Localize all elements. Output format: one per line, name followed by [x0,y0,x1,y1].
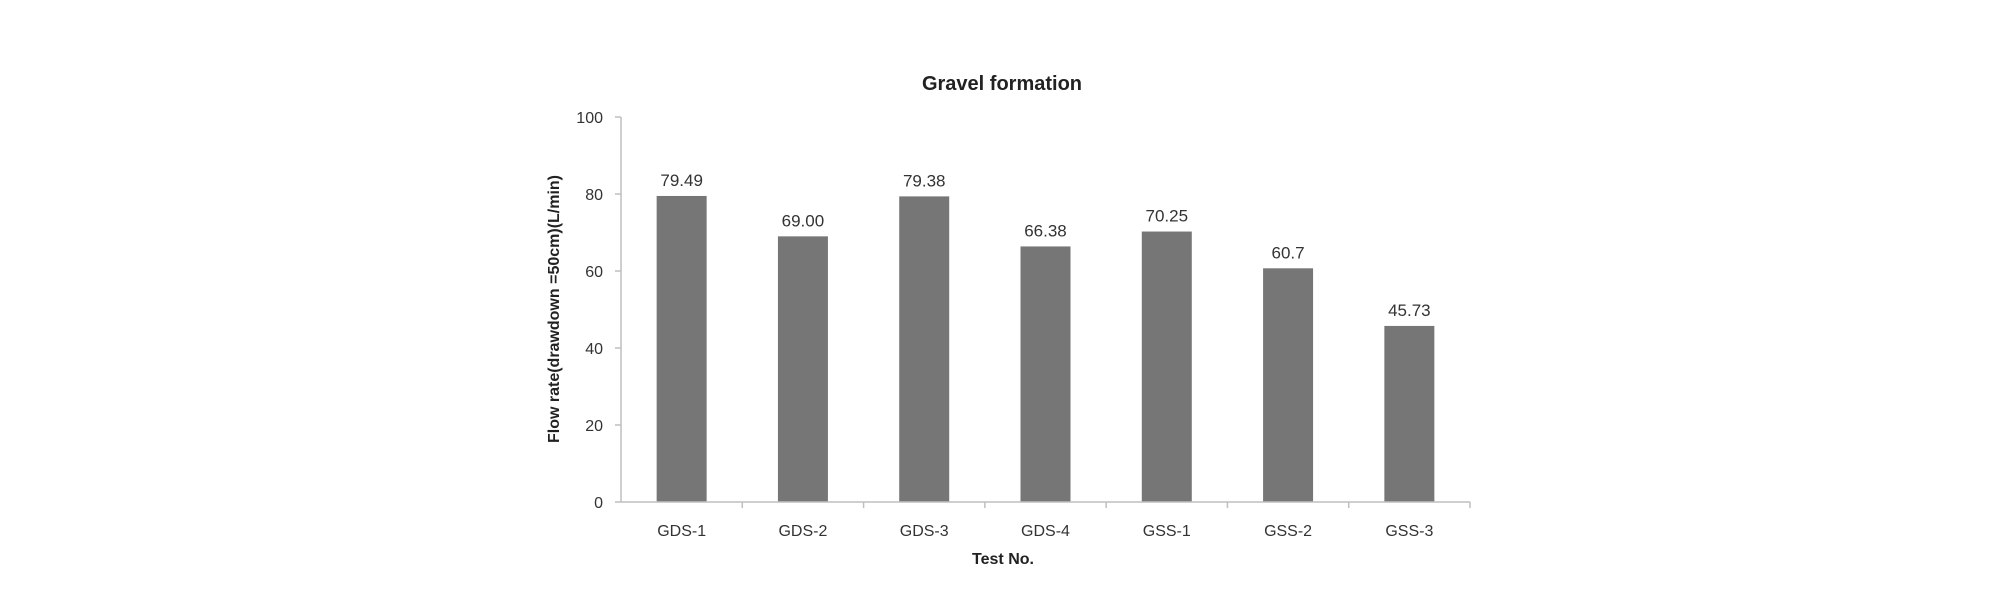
bar-gss-1 [1141,231,1192,502]
y-tick-label: 100 [576,110,603,127]
data-label-gss-2: 60.7 [1272,243,1305,262]
y-axis-title: Flow rate(drawdown =50cm)(L/min) [546,175,563,443]
data-label-gss-3: 45.73 [1388,301,1431,320]
x-tick-label-gss-1: GSS-1 [1143,523,1191,540]
y-axis-ticks: 0 20 40 60 80 100 [576,110,621,512]
x-axis-title: Test No. [972,551,1034,568]
data-label-gss-1: 70.25 [1146,207,1189,226]
bar-gds-2 [777,236,828,502]
x-tick-label-gds-4: GDS-4 [1021,523,1070,540]
data-label-gds-1: 79.49 [660,171,703,190]
y-tick-label: 80 [585,187,603,204]
x-axis-ticks: GDS-1 GDS-2 GDS-3 GDS-4 GSS-1 GSS-2 GSS-3 [657,502,1471,540]
y-tick-label: 20 [585,418,603,435]
data-label-gds-2: 69.00 [782,211,825,230]
data-label-gds-4: 66.38 [1024,221,1067,240]
bar-gds-3 [899,196,950,502]
x-tick-label-gds-2: GDS-2 [778,523,827,540]
y-tick-label: 0 [594,495,603,512]
bar-gds-4 [1020,246,1071,502]
x-tick-label-gss-2: GSS-2 [1264,523,1312,540]
x-tick-label-gds-3: GDS-3 [900,523,949,540]
chart-title: Gravel formation [922,73,1082,95]
data-label-gds-3: 79.38 [903,171,946,190]
y-tick-label: 40 [585,341,603,358]
bar-gss-2 [1263,268,1314,502]
bar-gss-3 [1384,325,1435,502]
bar-gds-1 [656,195,707,502]
data-labels: 79.49 69.00 79.38 66.38 70.25 60.7 45.73 [660,171,1430,320]
bars [656,195,1435,502]
y-tick-label: 60 [585,264,603,281]
x-tick-label-gds-1: GDS-1 [657,523,706,540]
x-tick-label-gss-3: GSS-3 [1385,523,1433,540]
